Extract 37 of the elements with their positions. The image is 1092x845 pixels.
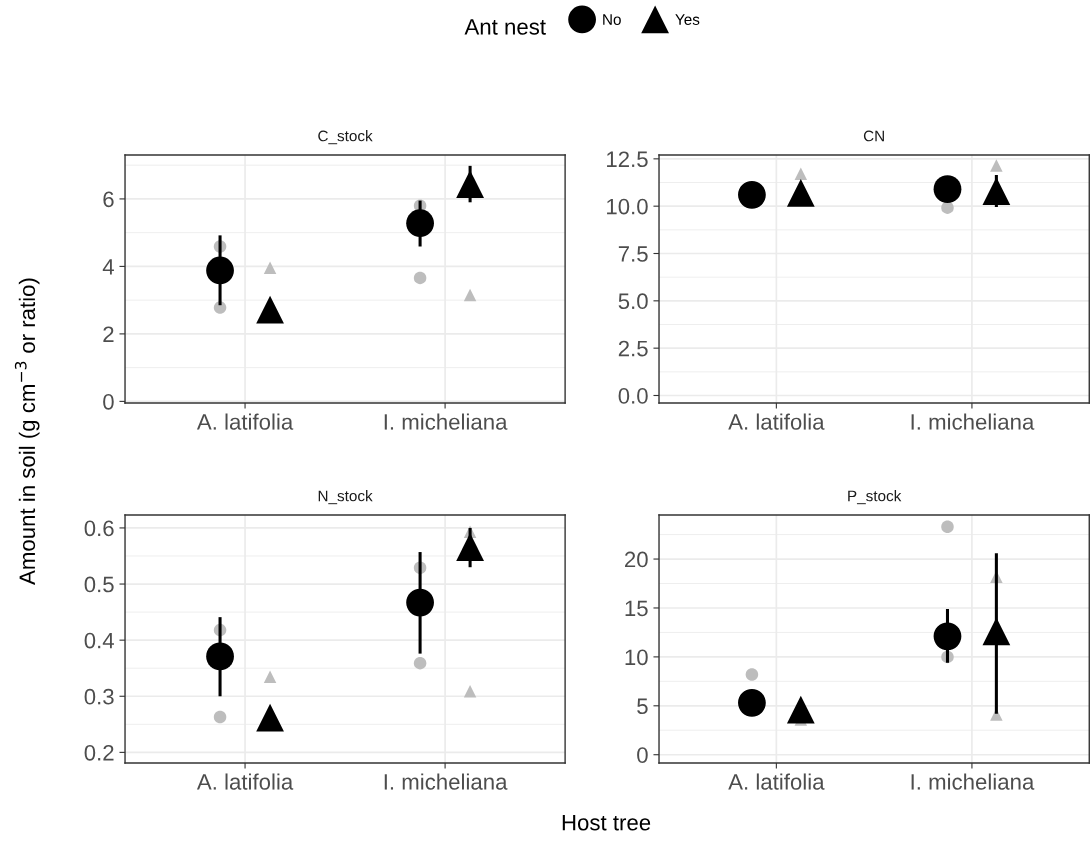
chart-title: N_stock — [318, 490, 373, 505]
legend-label: No — [603, 14, 621, 25]
x-tick-label: A. latifolia — [728, 773, 825, 790]
x-tick-label: A. latifolia — [196, 413, 294, 430]
x-tick-label: A. latifolia — [728, 413, 825, 430]
x-axis-title: Host tree — [562, 814, 651, 831]
x-tick-label: A. latifolia — [196, 773, 294, 790]
y-tick-label: 0.0 — [618, 388, 648, 404]
y-tick-label: 7.5 — [618, 246, 648, 262]
y-tick-label: 0 — [637, 747, 648, 763]
y-tick-label: 0.5 — [84, 576, 114, 593]
y-tick-label: 10 — [625, 649, 648, 666]
y-tick-label: 2 — [103, 326, 114, 342]
y-tick-label: 2.5 — [618, 340, 648, 357]
y-tick-label: 12.5 — [607, 151, 648, 168]
y-tick-label: 0.3 — [84, 688, 114, 705]
x-tick-label: I. micheliana — [384, 773, 508, 790]
y-tick-label: 0.6 — [84, 520, 114, 537]
y-tick-label: 10.0 — [607, 198, 648, 215]
y-tick-label: 0.4 — [84, 632, 114, 649]
x-tick-label: I. micheliana — [384, 413, 508, 430]
y-tick-label: 15 — [625, 600, 648, 617]
legend-label: Yes — [675, 14, 700, 25]
legend-title: Ant nest — [464, 19, 546, 35]
y-tick-label: 5.0 — [618, 293, 648, 310]
y-tick-label: 4 — [102, 259, 114, 275]
x-tick-label: I. micheliana — [911, 413, 1035, 430]
y-tick-label: 6 — [103, 191, 114, 208]
y-axis-title: Amount in soil (g cm$^{−3}$ or ratio) — [14, 278, 40, 585]
y-tick-label: 0 — [103, 393, 114, 410]
y-tick-label: 20 — [625, 551, 648, 568]
x-tick-label: I. micheliana — [911, 773, 1035, 790]
chart-title: CN — [863, 130, 884, 142]
chart-title: P_stock — [848, 490, 902, 505]
y-tick-label: 0.2 — [84, 744, 114, 761]
chart-title: C_stock — [318, 130, 373, 145]
y-tick-label: 5 — [637, 698, 648, 715]
